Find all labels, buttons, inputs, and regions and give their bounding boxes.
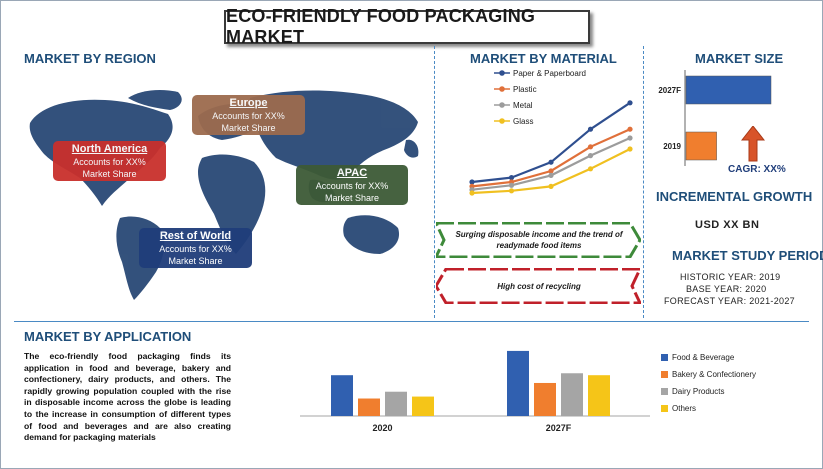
material-point-0-0 bbox=[469, 179, 475, 185]
material-line-chart: Paper & Paperboard Plastic Metal Glass bbox=[469, 69, 633, 196]
app-bar-2020-0 bbox=[331, 375, 353, 416]
region-rest-of-world-name: Rest of World bbox=[159, 230, 232, 242]
material-point-1-2 bbox=[548, 168, 554, 174]
material-legend-label-0: Paper & Paperboard bbox=[513, 69, 586, 78]
divider-left bbox=[434, 46, 435, 318]
divider-horizontal bbox=[14, 321, 809, 322]
material-point-1-4 bbox=[627, 126, 633, 132]
material-point-3-2 bbox=[548, 183, 554, 189]
app-bar-2020-2 bbox=[385, 391, 407, 416]
material-legend-label-3: Glass bbox=[513, 117, 533, 126]
material-point-0-1 bbox=[508, 175, 515, 181]
material-point-3-4 bbox=[627, 146, 633, 152]
material-point-3-1 bbox=[508, 188, 515, 194]
application-heading: MARKET BY APPLICATION bbox=[24, 329, 192, 344]
material-point-3-0 bbox=[469, 190, 475, 196]
app-legend-food: Food & Beverage bbox=[661, 353, 734, 362]
size-heading: MARKET SIZE bbox=[695, 51, 784, 66]
material-point-0-4 bbox=[627, 100, 633, 106]
size-label-2027F: 2027F bbox=[658, 86, 681, 95]
region-north-america: North America Accounts for XX% Market Sh… bbox=[53, 141, 166, 181]
historic-year: HISTORIC YEAR: 2019 bbox=[680, 272, 781, 282]
app-legend-bakery: Bakery & Confectionery bbox=[661, 370, 756, 379]
material-legend-marker-1 bbox=[499, 86, 505, 92]
cagr-label: CAGR: XX% bbox=[728, 164, 786, 175]
page-title: ECO-FRIENDLY FOOD PACKAGING MARKET bbox=[226, 6, 536, 47]
divider-right bbox=[643, 46, 644, 318]
region-apac: APAC Accounts for XX% Market Share bbox=[296, 165, 408, 205]
material-legend-marker-0 bbox=[499, 70, 505, 76]
material-point-0-3 bbox=[587, 126, 594, 132]
region-europe-text2: Market Share bbox=[221, 123, 276, 133]
material-legend-marker-3 bbox=[499, 118, 505, 124]
region-apac-text2: Market Share bbox=[324, 193, 380, 203]
material-point-0-2 bbox=[548, 159, 554, 165]
app-bar-2027F-0 bbox=[507, 350, 529, 416]
application-description: The eco-friendly food packaging finds it… bbox=[24, 351, 231, 443]
app-category-2027F: 2027F bbox=[546, 423, 572, 433]
region-north-america-name: North America bbox=[71, 143, 148, 155]
region-north-america-text2: Market Share bbox=[82, 169, 137, 179]
region-europe: Europe Accounts for XX% Market Share bbox=[192, 95, 305, 135]
app-bar-2020-1 bbox=[358, 398, 380, 416]
size-label-2019: 2019 bbox=[663, 142, 681, 151]
material-point-3-3 bbox=[587, 166, 594, 172]
material-point-2-1 bbox=[508, 182, 515, 188]
app-legend-dairy: Dairy Products bbox=[661, 387, 724, 396]
application-bar-chart: 2020 2027F bbox=[300, 350, 650, 433]
region-europe-text: Accounts for XX% bbox=[212, 111, 285, 121]
material-legend-label-2: Metal bbox=[513, 101, 533, 110]
app-bar-2027F-3 bbox=[588, 375, 610, 416]
material-legend-marker-2 bbox=[499, 102, 505, 108]
incremental-heading: INCREMENTAL GROWTH bbox=[656, 189, 813, 204]
growth-arrow-icon bbox=[741, 126, 765, 162]
region-rest-of-world-text2: Market Share bbox=[168, 256, 223, 266]
material-point-2-3 bbox=[587, 153, 594, 159]
base-year: BASE YEAR: 2020 bbox=[686, 284, 767, 294]
material-legend-label-1: Plastic bbox=[513, 85, 537, 94]
material-point-1-3 bbox=[587, 144, 594, 150]
region-rest-of-world: Rest of World Accounts for XX% Market Sh… bbox=[139, 228, 252, 268]
region-europe-name: Europe bbox=[229, 97, 268, 109]
forecast-year: FORECAST YEAR: 2021-2027 bbox=[664, 296, 795, 306]
region-apac-text: Accounts for XX% bbox=[315, 181, 389, 191]
app-category-2020: 2020 bbox=[372, 423, 392, 433]
incremental-value: USD XX BN bbox=[695, 219, 760, 231]
region-rest-of-world-text: Accounts for XX% bbox=[159, 244, 232, 254]
period-heading: MARKET STUDY PERIOD bbox=[672, 248, 823, 263]
region-heading: MARKET BY REGION bbox=[24, 51, 156, 66]
material-point-2-4 bbox=[627, 135, 633, 141]
market-size-chart: 2027F 2019 bbox=[658, 70, 772, 166]
driver-arrow bbox=[436, 222, 641, 258]
restraint-arrow bbox=[436, 268, 641, 304]
app-legend-others: Others bbox=[661, 404, 696, 413]
app-bar-2027F-1 bbox=[534, 382, 556, 416]
app-bar-2020-3 bbox=[412, 396, 434, 416]
region-north-america-text: Accounts for XX% bbox=[73, 157, 146, 167]
restraint-text: High cost of recycling bbox=[497, 281, 581, 291]
title-box: ECO-FRIENDLY FOOD PACKAGING MARKET bbox=[224, 6, 590, 47]
driver-text: Surging disposable income and the trend … bbox=[455, 230, 623, 250]
material-heading: MARKET BY MATERIAL bbox=[470, 51, 617, 66]
material-point-2-2 bbox=[548, 172, 554, 178]
size-bar-2027F bbox=[685, 75, 772, 105]
app-bar-2027F-2 bbox=[561, 373, 583, 416]
size-bar-2019 bbox=[685, 131, 717, 161]
region-apac-name: APAC bbox=[336, 167, 368, 179]
